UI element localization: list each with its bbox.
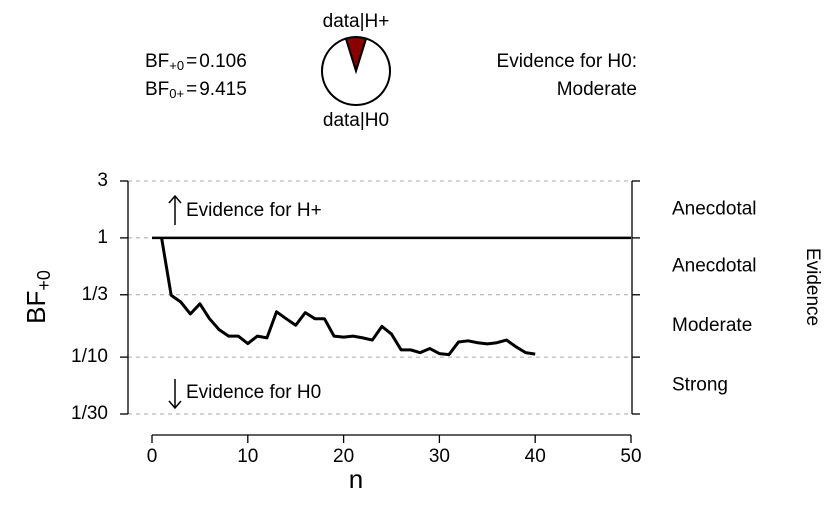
annotation: Evidence for H+ [186, 200, 322, 221]
y-axis-title: BF+0 [21, 270, 54, 324]
bf10-label: BF+0 = 0.106 [145, 51, 247, 73]
bf-value: 0.106 [199, 51, 247, 72]
bf-subscript: 0+ [169, 86, 184, 101]
evidence-band-label: Anecdotal [672, 198, 757, 219]
evidence-summary: Moderate [557, 79, 637, 100]
annotation: Evidence for H0 [186, 382, 321, 403]
x-tick-label: 10 [237, 446, 258, 467]
pie-label: data|H+ [323, 11, 390, 32]
x-axis-title: n [349, 464, 363, 494]
y-tick-label: 1/10 [71, 346, 108, 367]
evidence-summary: Evidence for H0: [497, 51, 637, 72]
pie-slice [321, 37, 391, 106]
y2-axis-title: Evidence [802, 248, 823, 326]
bf-symbol: BF [145, 51, 169, 72]
evidence-band-label: Strong [672, 375, 728, 396]
x-tick-label: 30 [429, 446, 450, 467]
x-tick-label: 50 [620, 446, 641, 467]
y-title-text: BF [21, 291, 51, 324]
arrow-down [168, 379, 182, 410]
y-tick-label: 1/30 [71, 403, 108, 424]
arrow-up [168, 194, 182, 225]
evidence-band-label: Anecdotal [672, 255, 757, 276]
pie-label: data|H0 [323, 110, 389, 131]
x-tick-label: 20 [333, 446, 354, 467]
bf01-label: BF0+ = 9.415 [145, 79, 247, 101]
bf-sign: = [186, 51, 197, 72]
evidence-band-label: Moderate [672, 315, 752, 336]
y-title-subscript: +0 [34, 270, 54, 291]
bf-value: 9.415 [199, 79, 247, 100]
data-line [160, 237, 536, 357]
y-tick-label: 1 [97, 227, 108, 248]
bf-symbol: BF [145, 79, 169, 100]
y-tick-label: 1/3 [82, 284, 108, 305]
y-tick-label: 3 [97, 170, 108, 191]
x-tick-label: 0 [147, 446, 158, 467]
x-tick-label: 40 [525, 446, 546, 467]
bf-sign: = [186, 79, 197, 100]
bf-subscript: +0 [169, 58, 184, 73]
